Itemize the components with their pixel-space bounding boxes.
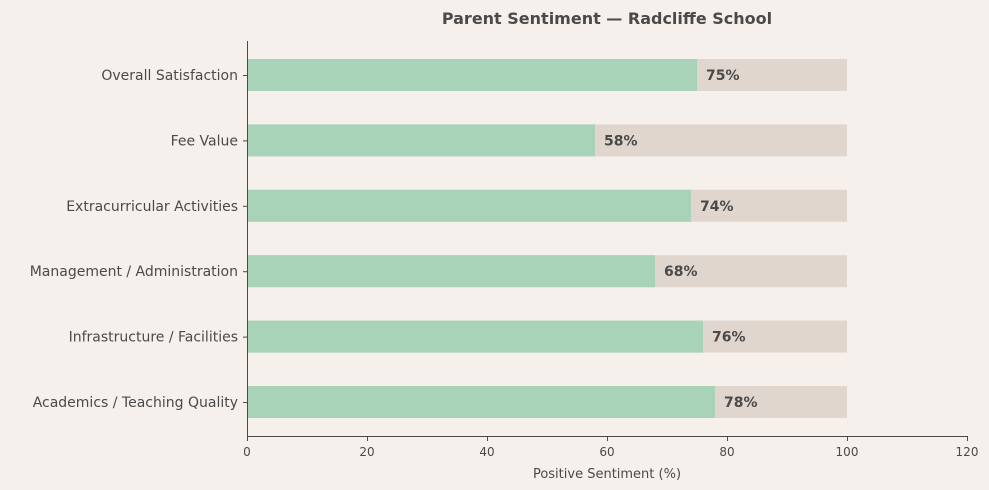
category-labels: Overall Satisfaction Fee Value Extracurric… <box>30 68 247 411</box>
bar-data-label: 76% <box>712 330 746 346</box>
bar <box>247 59 697 91</box>
bar <box>247 255 655 288</box>
category-label: Infrastructure / Facilities <box>69 330 238 346</box>
category-label: Extracurricular Activities <box>66 199 238 215</box>
bar-data-label: 68% <box>664 264 698 280</box>
x-tick-label: 40 <box>479 445 494 459</box>
bar-data-label: 74% <box>700 199 734 215</box>
bar <box>247 124 595 157</box>
category-label: Fee Value <box>171 133 238 149</box>
bar <box>247 189 691 222</box>
x-tick-label: 120 <box>956 445 979 459</box>
data-labels: 75% 58% 74% 68% 76% 78% <box>604 68 758 411</box>
x-tick-label: 100 <box>836 445 859 459</box>
bar <box>247 386 715 418</box>
bar-data-label: 78% <box>724 395 758 411</box>
category-label: Overall Satisfaction <box>101 68 238 84</box>
x-axis-label: Positive Sentiment (%) <box>533 467 681 482</box>
category-label: Management / Administration <box>30 264 238 280</box>
bar <box>247 320 703 353</box>
x-axis-ticks: 0 20 40 60 80 100 120 <box>243 437 978 459</box>
x-tick-label: 0 <box>243 445 251 459</box>
bars <box>247 59 715 418</box>
category-label: Academics / Teaching Quality <box>33 395 238 411</box>
x-tick-label: 20 <box>359 445 374 459</box>
bar-data-label: 75% <box>706 68 740 84</box>
background-bars <box>247 59 847 418</box>
x-tick-label: 60 <box>599 445 614 459</box>
chart-title: Parent Sentiment — Radcliffe School <box>442 9 772 28</box>
bar-data-label: 58% <box>604 133 638 149</box>
x-tick-label: 80 <box>719 445 734 459</box>
